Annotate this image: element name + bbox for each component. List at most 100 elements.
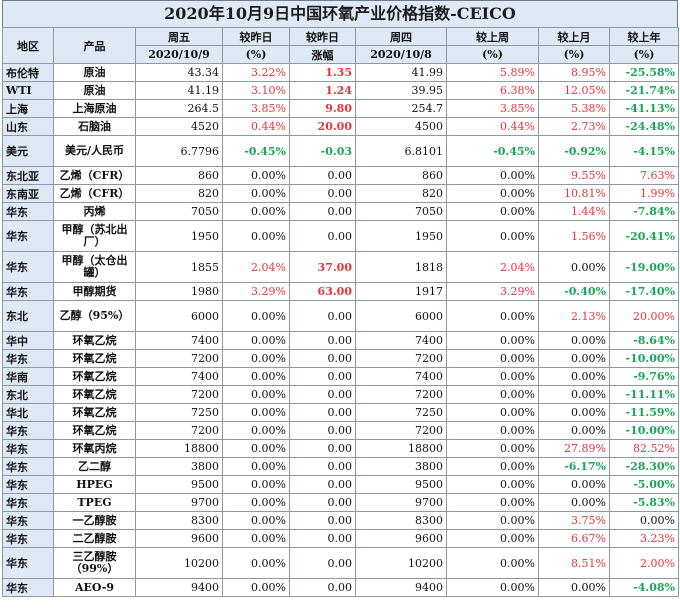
chg-month-cell: 8.95%: [538, 63, 610, 82]
thu-price-cell: 8300: [355, 511, 447, 530]
thu-price-cell: 1950: [355, 220, 447, 252]
price-table: 地区 产品 周五 较昨日 较昨日 周四 较上周 较上月 较上年 2020/10/…: [2, 27, 679, 597]
region-cell: 东南亚: [2, 184, 54, 203]
product-cell: TPEG: [53, 493, 136, 512]
table-row: 华东 甲醇（太仓出罐） 1855 2.04% 37.00 1818 2.04% 0.00% -1…: [2, 251, 679, 283]
thu-price-cell: 7200: [355, 349, 447, 368]
region-cell: 华东: [2, 547, 54, 579]
fri-price-cell: 7200: [135, 421, 223, 440]
chg-month-cell: 0.00%: [538, 251, 610, 283]
chg-prev-pct-cell: 2.04%: [222, 251, 290, 283]
chg-prev-amt-cell: 0.00: [289, 202, 356, 221]
chg-prev-pct-cell: 0.00%: [222, 184, 290, 203]
region-cell: 华东: [2, 282, 54, 301]
thu-price-cell: 1818: [355, 251, 447, 283]
chg-week-cell: 0.44%: [446, 117, 539, 136]
chg-prev-pct-cell: 0.00%: [222, 403, 290, 422]
chg-month-cell: 2.73%: [538, 117, 610, 136]
fri-price-cell: 7200: [135, 385, 223, 404]
table-row: 华东 环氧丙烷 18800 0.00% 0.00 18800 0.00% 27.89% 82.5…: [2, 439, 679, 458]
product-cell: 环氧乙烷: [53, 331, 136, 350]
header-chg-week: 较上周: [446, 27, 539, 46]
product-cell: 上海原油: [53, 99, 136, 118]
product-cell: 二乙醇胺: [53, 529, 136, 548]
chg-prev-amt-cell: 0.00: [289, 439, 356, 458]
chg-week-cell: 0.00%: [446, 202, 539, 221]
region-cell: 东北: [2, 385, 54, 404]
product-cell: 甲醇（太仓出罐）: [53, 251, 136, 283]
chg-week-cell: 0.00%: [446, 547, 539, 579]
fri-price-cell: 7400: [135, 367, 223, 386]
chg-year-cell: -20.41%: [609, 220, 679, 252]
chg-week-cell: 0.00%: [446, 457, 539, 476]
thu-price-cell: 4500: [355, 117, 447, 136]
header-region: 地区: [2, 27, 54, 64]
fri-price-cell: 9500: [135, 475, 223, 494]
chg-week-cell: 0.00%: [446, 493, 539, 512]
thu-price-cell: 7250: [355, 403, 447, 422]
chg-year-cell: -4.15%: [609, 135, 679, 167]
product-cell: 环氧乙烷: [53, 421, 136, 440]
product-cell: 原油: [53, 63, 136, 82]
thu-price-cell: 9600: [355, 529, 447, 548]
chg-prev-amt-cell: 0.00: [289, 421, 356, 440]
fri-price-cell: 7050: [135, 202, 223, 221]
chg-prev-amt-cell: 0.00: [289, 493, 356, 512]
chg-year-cell: -19.00%: [609, 251, 679, 283]
chg-week-cell: 0.00%: [446, 367, 539, 386]
header-thu: 周四: [355, 27, 447, 46]
chg-prev-pct-cell: 0.00%: [222, 300, 290, 332]
fri-price-cell: 9600: [135, 529, 223, 548]
region-cell: 华东: [2, 439, 54, 458]
header-chg-week-unit: (%): [446, 45, 539, 64]
header-chg-year: 较上年: [609, 27, 679, 46]
chg-prev-pct-cell: 0.00%: [222, 202, 290, 221]
chg-year-cell: -11.11%: [609, 385, 679, 404]
chg-prev-pct-cell: 0.00%: [222, 578, 290, 597]
region-cell: 华东: [2, 475, 54, 494]
table-row: 华南 环氧乙烷 7400 0.00% 0.00 7400 0.00% 0.00% -9.76%: [2, 367, 679, 386]
chg-month-cell: 1.44%: [538, 202, 610, 221]
chg-prev-amt-cell: 0.00: [289, 166, 356, 185]
table-row: 上海 上海原油 264.5 3.85% 9.80 254.7 3.85% 5.38% -41.1…: [2, 99, 679, 118]
region-cell: 华东: [2, 529, 54, 548]
region-cell: 华北: [2, 403, 54, 422]
table-row: 东南亚 乙烯（CFR） 820 0.00% 0.00 820 0.00% 10.81% 1.99…: [2, 184, 679, 203]
chg-year-cell: 1.99%: [609, 184, 679, 203]
chg-month-cell: 0.00%: [538, 403, 610, 422]
chg-prev-amt-cell: 63.00: [289, 282, 356, 301]
chg-year-cell: -5.83%: [609, 493, 679, 512]
chg-week-cell: 3.85%: [446, 99, 539, 118]
chg-week-cell: 0.00%: [446, 349, 539, 368]
chg-week-cell: 0.00%: [446, 331, 539, 350]
chg-prev-pct-cell: 3.29%: [222, 282, 290, 301]
product-cell: 乙二醇: [53, 457, 136, 476]
fri-price-cell: 820: [135, 184, 223, 203]
chg-year-cell: -8.64%: [609, 331, 679, 350]
product-cell: 环氧乙烷: [53, 349, 136, 368]
fri-price-cell: 41.19: [135, 81, 223, 100]
chg-month-cell: 0.00%: [538, 349, 610, 368]
chg-prev-amt-cell: 9.80: [289, 99, 356, 118]
table-row: 华东 HPEG 9500 0.00% 0.00 9500 0.00% 0.00% -5.00%: [2, 475, 679, 494]
chg-prev-pct-cell: 0.00%: [222, 349, 290, 368]
chg-month-cell: 8.51%: [538, 547, 610, 579]
region-cell: 华中: [2, 331, 54, 350]
fri-price-cell: 860: [135, 166, 223, 185]
chg-month-cell: 27.89%: [538, 439, 610, 458]
chg-year-cell: -7.84%: [609, 202, 679, 221]
chg-week-cell: 0.00%: [446, 578, 539, 597]
fri-price-cell: 4520: [135, 117, 223, 136]
product-cell: 丙烯: [53, 202, 136, 221]
product-cell: 甲醇期货: [53, 282, 136, 301]
thu-price-cell: 254.7: [355, 99, 447, 118]
fri-price-cell: 9700: [135, 493, 223, 512]
product-cell: 环氧乙烷: [53, 385, 136, 404]
chg-year-cell: -9.76%: [609, 367, 679, 386]
chg-year-cell: -10.00%: [609, 421, 679, 440]
fri-price-cell: 264.5: [135, 99, 223, 118]
table-row: 华中 环氧乙烷 7400 0.00% 0.00 7400 0.00% 0.00% -8.64%: [2, 331, 679, 350]
thu-price-cell: 7400: [355, 367, 447, 386]
chg-prev-amt-cell: 1.24: [289, 81, 356, 100]
thu-price-cell: 9700: [355, 493, 447, 512]
